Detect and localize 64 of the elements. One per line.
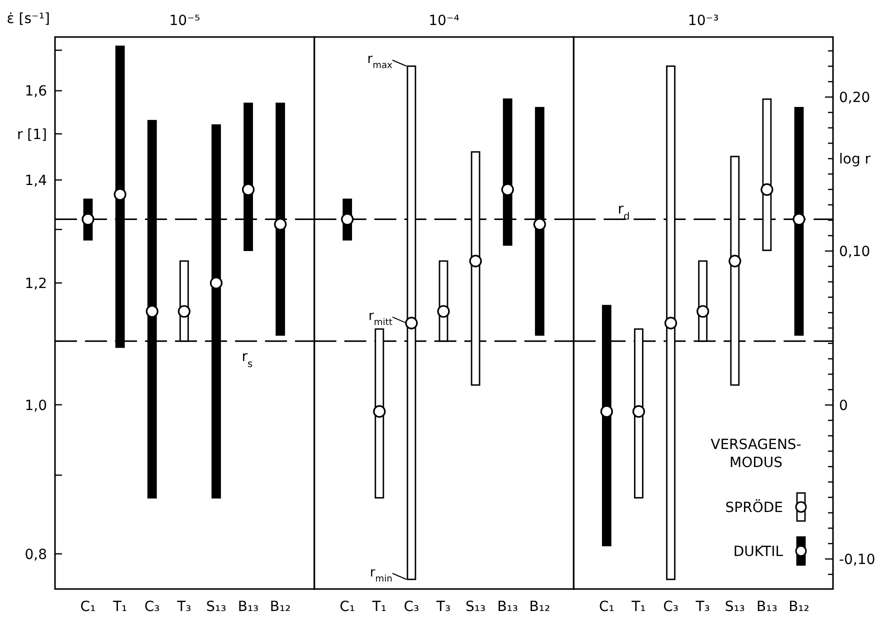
x-tick-label: T₁ xyxy=(112,599,128,615)
y2-tick-label: 0 xyxy=(839,398,848,414)
x-tick-label: S₁₃ xyxy=(465,599,486,615)
chart-title: 10⁻⁴ xyxy=(428,13,460,29)
x-tick-label: C₃ xyxy=(144,599,160,615)
text: ε̇ [s⁻¹] xyxy=(6,11,50,27)
chart-title: 10⁻⁵ xyxy=(169,13,200,29)
x-tick-label: C₁ xyxy=(598,599,614,615)
point xyxy=(210,276,223,290)
point xyxy=(469,254,482,268)
legend-label: SPRÖDE xyxy=(725,499,783,516)
x-tick-label: C₁ xyxy=(340,599,356,615)
y2-tick-label: 0,20 xyxy=(839,90,870,106)
x-tick-label: C₁ xyxy=(80,599,96,615)
x-tick-label: B₁₃ xyxy=(756,599,778,615)
ref-line-label: r$_{d}$ xyxy=(618,201,630,222)
x-tick-label: B₁₃ xyxy=(497,599,518,615)
point xyxy=(373,405,386,418)
chart-title: 10⁻³ xyxy=(688,13,719,29)
point xyxy=(114,188,126,201)
x-tick-label: B₁₂ xyxy=(529,599,550,615)
y2-axis-title: log r xyxy=(839,152,871,168)
x-tick-label: S₁₃ xyxy=(206,599,226,615)
x-tick-label: T₃ xyxy=(435,599,451,615)
annotation: r$_{max}$ xyxy=(367,52,394,72)
x-tick-label: C₃ xyxy=(404,599,420,615)
y2-tick-label: 0,10 xyxy=(839,244,870,260)
point xyxy=(82,212,94,226)
x-tick-label: C₃ xyxy=(663,599,678,615)
x-tick-label: B₁₃ xyxy=(238,599,259,615)
y-tick-label: 1,4 xyxy=(24,172,48,189)
y-tick-label: 1,0 xyxy=(24,398,47,414)
point xyxy=(728,254,742,268)
x-tick-label: T₁ xyxy=(371,599,386,615)
y-axis-title: r [1] xyxy=(16,126,47,143)
point xyxy=(437,305,450,318)
point xyxy=(341,212,354,226)
point xyxy=(405,316,418,330)
point xyxy=(632,405,646,418)
x-tick-label: T₃ xyxy=(176,599,192,615)
legend-label: DUKTIL xyxy=(733,544,784,560)
legend-title: VERSAGENS-MODUS xyxy=(710,437,802,471)
y-tick-label: 1,2 xyxy=(24,276,47,292)
x-tick-label: S₁₃ xyxy=(724,599,745,615)
y2-tick-label: -0,10 xyxy=(839,552,876,568)
point xyxy=(178,305,190,318)
point xyxy=(696,305,710,318)
y-tick-label: 0,8 xyxy=(24,546,47,563)
x-tick-label: B₁₂ xyxy=(270,599,291,615)
annotation: r$_{min}$ xyxy=(370,565,392,584)
x-tick-label: T₃ xyxy=(694,599,710,615)
ref-line-label: r$_{s}$ xyxy=(242,349,253,370)
point xyxy=(600,405,613,418)
annotation: r$_{mitt}$ xyxy=(368,309,393,328)
x-tick-label: T₁ xyxy=(630,599,646,615)
point xyxy=(760,183,774,196)
x-tick-label: B₁₂ xyxy=(788,599,810,615)
y-tick-label: 1,6 xyxy=(24,84,48,100)
point xyxy=(792,212,806,226)
point xyxy=(501,183,514,196)
point xyxy=(146,305,158,318)
bar xyxy=(794,106,804,336)
point xyxy=(664,316,678,330)
point xyxy=(242,183,255,196)
